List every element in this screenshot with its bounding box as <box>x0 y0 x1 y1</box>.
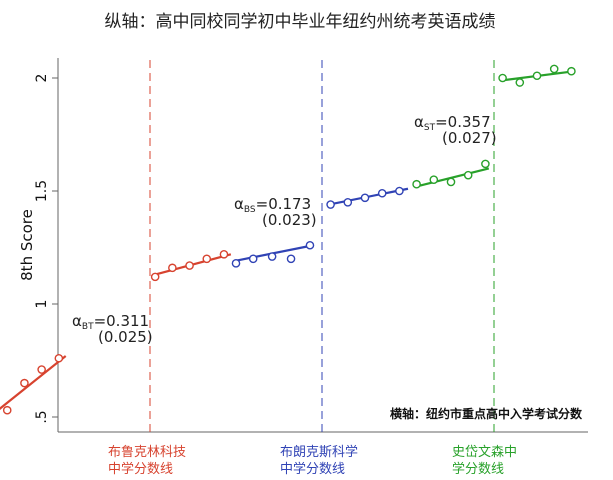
data-point <box>185 261 194 270</box>
data-point <box>567 66 576 76</box>
annotations: αBT=0.311 (0.025) αBS=0.173 (0.023) αST=… <box>72 113 497 346</box>
data-point <box>150 272 160 282</box>
annotation-alpha-bt-se: (0.025) <box>98 328 153 346</box>
cutoff-label: 布鲁克林科技 <box>108 445 186 460</box>
chart-title: 纵轴：高中同校同学初中毕业年纽约州统考英语成绩 <box>105 12 496 32</box>
data-points <box>2 64 576 415</box>
data-point <box>343 197 353 207</box>
y-tick-label: 1 <box>34 300 50 309</box>
data-point <box>2 405 12 415</box>
data-point <box>360 193 370 203</box>
data-point <box>37 365 46 374</box>
data-point <box>305 240 315 250</box>
data-point <box>54 353 64 363</box>
annotation-alpha-bs: αBS=0.173 <box>234 195 311 215</box>
data-point <box>412 179 421 189</box>
data-point <box>498 73 507 83</box>
cutoff-label: 布朗克斯科学 <box>280 444 358 460</box>
y-ticks: .5 1 1.5 2 <box>34 74 58 424</box>
y-tick-label: 2 <box>34 74 50 83</box>
axes <box>57 58 588 433</box>
alpha-st-symbol: α <box>414 113 424 131</box>
alpha-bs-sub: BS <box>244 205 256 215</box>
annotation-alpha-st: αST=0.357 <box>414 113 491 133</box>
alpha-bt-symbol: α <box>72 312 82 330</box>
data-point <box>202 254 212 264</box>
cutoff-lines <box>149 60 495 432</box>
data-point <box>286 254 296 264</box>
alpha-st-sub: ST <box>424 123 436 133</box>
x-axis-note: 横轴：纽约市重点高中入学考试分数 <box>390 406 583 421</box>
data-point <box>248 254 258 264</box>
cutoff-label: 史岱文森中 <box>452 445 517 460</box>
data-point <box>549 64 559 74</box>
data-point <box>446 177 456 187</box>
alpha-bs-value: =0.173 <box>256 195 312 213</box>
data-point <box>532 71 542 81</box>
data-point <box>463 170 473 180</box>
annotation-alpha-bt: αBT=0.311 <box>72 312 149 332</box>
y-tick-label: 1.5 <box>34 180 50 202</box>
fit-line <box>0 355 67 410</box>
annotation-alpha-bs-se: (0.023) <box>262 211 317 229</box>
data-point <box>168 263 177 273</box>
cutoff-label: 中学分数线 <box>108 461 173 477</box>
fit-line <box>416 167 490 188</box>
data-point <box>267 252 277 261</box>
alpha-st-value: =0.357 <box>435 113 491 131</box>
alpha-bs-symbol: α <box>234 195 244 213</box>
data-point <box>377 188 387 198</box>
data-point <box>326 200 335 209</box>
data-point <box>231 259 241 268</box>
annotation-alpha-st-se: (0.027) <box>442 129 497 147</box>
cutoff-label: 中学分数线 <box>280 461 345 477</box>
alpha-bt-value: =0.311 <box>94 312 150 330</box>
alpha-bt-sub: BT <box>82 322 94 332</box>
y-tick-label: .5 <box>34 410 50 423</box>
y-axis-label: 8th Score <box>18 209 36 281</box>
cutoff-label: 学分数线 <box>452 461 504 477</box>
data-point <box>20 378 29 388</box>
data-point <box>395 186 404 196</box>
data-point <box>515 78 525 87</box>
data-point <box>429 175 439 184</box>
data-point <box>219 249 229 259</box>
data-point <box>481 159 490 169</box>
